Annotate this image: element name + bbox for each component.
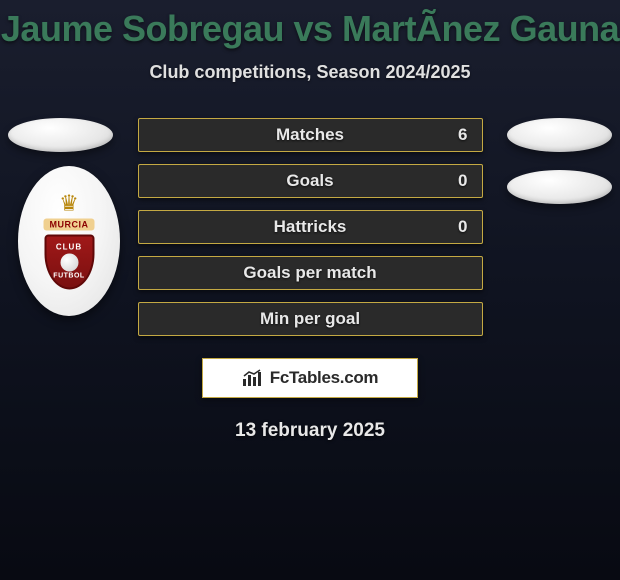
club-shield: CLUB FUTBOL — [44, 235, 94, 290]
player1-marker-1 — [8, 118, 113, 152]
club-banner: MURCIA — [44, 219, 95, 231]
player2-marker-1 — [507, 118, 612, 152]
bar-value: 6 — [458, 125, 467, 145]
footer-label: FcTables.com — [270, 368, 379, 388]
bar-value: 0 — [458, 171, 467, 191]
chart-icon — [242, 369, 264, 387]
footer-badge: FcTables.com — [202, 358, 418, 398]
crown-icon: ♛ — [44, 193, 95, 215]
page-title: Jaume Sobregau vs MartÃ­nez Gauna — [0, 0, 620, 50]
comparison-panel: ♛ MURCIA CLUB FUTBOL Matches6Goals0Hattr… — [0, 118, 620, 336]
bar-label: Min per goal — [260, 309, 360, 329]
bar-label: Goals — [286, 171, 333, 191]
stat-bar: Goals per match — [138, 256, 483, 290]
stat-bars: Matches 6 Goals 0 Hattricks 0 Goals per match M… — [138, 118, 483, 336]
bar-label: Matches — [276, 125, 344, 145]
stat-bar: Matches 6 — [138, 118, 483, 152]
club-badge: ♛ MURCIA CLUB FUTBOL — [18, 166, 120, 316]
player2-marker-2 — [507, 170, 612, 204]
date: 13 february 2025 — [0, 420, 620, 442]
stat-bar: Hattricks 0 — [138, 210, 483, 244]
ball-icon — [60, 254, 78, 272]
club-badge-bg: ♛ MURCIA CLUB FUTBOL — [18, 166, 120, 316]
stat-bar: Min per goal — [138, 302, 483, 336]
bar-value: 0 — [458, 217, 467, 237]
bar-label: Goals per match — [243, 263, 376, 283]
subtitle: Club competitions, Season 2024/2025 — [0, 62, 620, 83]
shield-top-text: CLUB — [56, 243, 82, 252]
bar-label: Hattricks — [274, 217, 347, 237]
club-badge-inner: ♛ MURCIA CLUB FUTBOL — [44, 193, 95, 290]
shield-bottom-text: FUTBOL — [53, 273, 84, 280]
stat-bar: Goals 0 — [138, 164, 483, 198]
